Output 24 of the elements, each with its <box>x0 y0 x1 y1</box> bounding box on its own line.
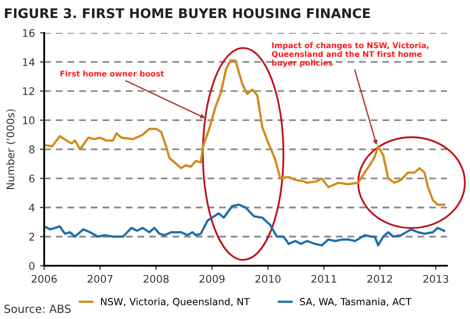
line-series <box>44 59 446 206</box>
y-tick-label: 2 <box>29 232 34 241</box>
x-tick-label: 2006 <box>32 274 57 283</box>
y-axis-title: Number ('000s) <box>6 109 16 189</box>
y-tick-label: 16 <box>23 29 34 37</box>
x-tick-label: 2013 <box>423 274 448 283</box>
line-series <box>44 203 446 246</box>
y-tick-label: 6 <box>29 174 34 183</box>
y-tick-label: 10 <box>23 116 34 124</box>
x-tick-label: 2009 <box>200 274 225 283</box>
source-note: Source: ABS <box>4 304 71 314</box>
chart-title: FIGURE 3. FIRST HOME BUYER HOUSING FINANCE <box>4 8 370 18</box>
x-tick-label: 2008 <box>144 274 169 283</box>
y-tick-label: 14 <box>23 58 35 66</box>
y-tick-label: 4 <box>29 204 35 212</box>
x-tick-label: 2007 <box>88 274 112 283</box>
x-tick-label: 2011 <box>311 274 336 283</box>
y-tick-label: 8 <box>29 146 34 154</box>
legend-label: NSW, Victoria, Queensland, NT <box>101 298 250 306</box>
legend-label: SA, WA, Tasmania, ACT <box>300 298 412 306</box>
x-tick-label: 2010 <box>255 274 281 283</box>
x-tick-label: 2012 <box>367 274 392 283</box>
y-tick-label: 0 <box>29 262 34 270</box>
y-tick-label: 12 <box>23 87 34 96</box>
